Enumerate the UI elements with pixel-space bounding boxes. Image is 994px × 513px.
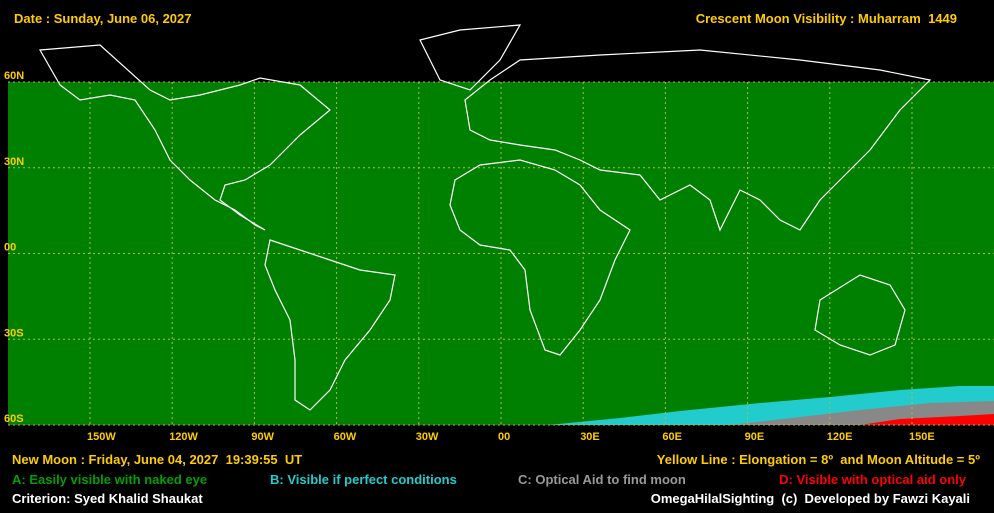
legend-b: B: Visible if perfect conditions bbox=[270, 472, 457, 487]
lon-label: 60E bbox=[662, 431, 682, 443]
new-moon: New Moon : Friday, June 04, 2027 19:39:5… bbox=[12, 452, 303, 467]
lat-label: 00 bbox=[4, 242, 16, 254]
lat-label: 30N bbox=[4, 156, 24, 168]
north-america bbox=[39, 44, 331, 231]
lon-label: 60W bbox=[334, 431, 357, 443]
australia bbox=[814, 274, 906, 356]
south-america bbox=[264, 239, 396, 411]
axis-labels: 60N 30N 00 30S 60S 150W 120W 90W 60W 30W 00 30E 60E 9… bbox=[4, 70, 935, 443]
criterion: Criterion: Syed Khalid Shaukat bbox=[12, 491, 203, 506]
lon-label: 30W bbox=[416, 431, 439, 443]
lon-label: 00 bbox=[498, 431, 510, 443]
africa bbox=[449, 159, 631, 356]
lon-label: 150E bbox=[909, 431, 935, 443]
date: Date : Sunday, June 06, 2027 bbox=[14, 11, 192, 26]
greenland bbox=[419, 24, 522, 91]
zone-d bbox=[860, 414, 994, 425]
lon-label: 120E bbox=[827, 431, 853, 443]
lat-label: 60N bbox=[4, 70, 24, 82]
eurasia bbox=[464, 49, 932, 232]
credit: OmegaHilalSighting (c) Developed by Fawz… bbox=[650, 491, 970, 506]
lon-label: 90E bbox=[745, 431, 765, 443]
legend-d: D: Visible with optical aid only bbox=[779, 472, 966, 487]
legend-c: C: Optical Aid to find moon bbox=[518, 472, 686, 487]
legend-a: A: Easily visible with naked eye bbox=[12, 472, 208, 487]
lat-label: 60S bbox=[4, 413, 24, 425]
title: Crescent Moon Visibility : Muharram 1449 bbox=[695, 11, 957, 26]
lon-label: 150W bbox=[87, 431, 116, 443]
yellow-line: Yellow Line : Elongation = 8º and Moon A… bbox=[656, 452, 980, 467]
lon-label: 90W bbox=[251, 431, 274, 443]
grid bbox=[8, 81, 994, 426]
lon-label: 30E bbox=[580, 431, 600, 443]
lat-label: 30S bbox=[4, 327, 24, 339]
coastlines bbox=[39, 24, 932, 411]
lon-label: 120W bbox=[169, 431, 198, 443]
